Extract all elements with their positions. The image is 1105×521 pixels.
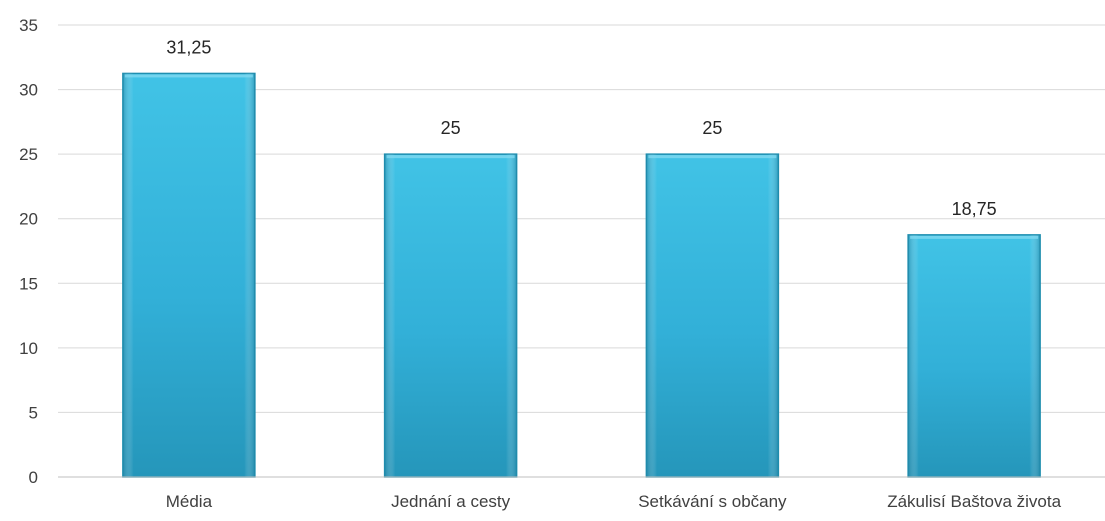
- bar-bevel: [384, 154, 517, 477]
- bar-highlight: [910, 235, 1039, 239]
- y-tick-label: 15: [19, 274, 38, 293]
- data-label: 18,75: [952, 199, 997, 219]
- bar: [907, 234, 1041, 478]
- y-tick-label: 10: [19, 339, 38, 358]
- y-tick-label: 5: [29, 403, 38, 422]
- bar: [383, 153, 518, 478]
- data-labels: 31,25 25 25 18,75: [166, 37, 996, 218]
- bar: [645, 153, 780, 478]
- y-tick-label: 35: [19, 16, 38, 35]
- bar-bevel: [646, 154, 779, 477]
- bar-bevel: [122, 73, 255, 477]
- y-tick-label: 0: [29, 468, 38, 487]
- bar-highlight: [386, 155, 515, 159]
- x-axis-ticks: Média Jednání a cesty Setkávání s občany Zá…: [166, 492, 1062, 511]
- x-tick-label: Zákulisí Baštova života: [887, 492, 1061, 511]
- y-tick-label: 25: [19, 145, 38, 164]
- bar-highlight: [648, 155, 777, 159]
- data-label: 25: [702, 118, 722, 138]
- y-tick-label: 30: [19, 81, 38, 100]
- bar-highlight: [124, 74, 253, 78]
- bar-bevel: [908, 234, 1041, 477]
- y-axis-ticks: 0 5 10 15 20 25 30 35: [19, 16, 38, 487]
- data-label: 31,25: [166, 37, 211, 57]
- x-tick-label: Jednání a cesty: [391, 492, 511, 511]
- bar: [122, 72, 256, 478]
- x-tick-label: Setkávání s občany: [638, 492, 787, 511]
- y-tick-label: 20: [19, 210, 38, 229]
- bars: [122, 72, 1041, 478]
- data-label: 25: [441, 118, 461, 138]
- x-tick-label: Média: [166, 492, 213, 511]
